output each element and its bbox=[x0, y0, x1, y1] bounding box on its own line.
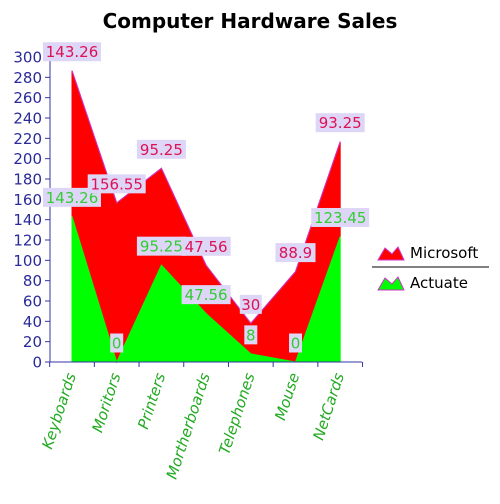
data-label-bg bbox=[136, 236, 186, 256]
plot-areas bbox=[71, 70, 341, 364]
data-label-text: 95.25 bbox=[140, 238, 183, 256]
data-label-actuate: 0 bbox=[289, 333, 302, 353]
data-label-microsoft: 93.25 bbox=[315, 113, 365, 133]
y-tick-label: 260 bbox=[13, 89, 42, 107]
legend-item-microsoft: Microsoft bbox=[377, 244, 478, 262]
data-label-actuate: 8 bbox=[244, 325, 258, 345]
data-label-text: 47.56 bbox=[185, 286, 228, 304]
x-category-label: Keyboards bbox=[38, 371, 80, 452]
data-label-bg bbox=[311, 207, 370, 227]
chart-title: Computer Hardware Sales bbox=[103, 9, 398, 33]
y-tick-label: 80 bbox=[23, 272, 42, 290]
series-area-actuate bbox=[71, 216, 341, 364]
data-label-bg bbox=[289, 333, 302, 353]
y-tick-label: 0 bbox=[32, 354, 42, 372]
y-tick-label: 200 bbox=[13, 150, 42, 168]
data-label-bg bbox=[110, 333, 124, 353]
data-label-text: 8 bbox=[246, 326, 256, 344]
data-label-text: 95.25 bbox=[140, 141, 183, 159]
data-label-text: 93.25 bbox=[319, 114, 362, 132]
y-tick-label: 100 bbox=[13, 252, 42, 270]
data-label-text: 123.45 bbox=[314, 209, 367, 227]
legend: Microsoft Actuate bbox=[372, 244, 489, 292]
data-label-bg bbox=[181, 285, 231, 305]
legend-label: Microsoft bbox=[410, 244, 478, 262]
data-label-actuate: 0 bbox=[110, 333, 124, 353]
data-label-microsoft: 30 bbox=[239, 294, 262, 314]
x-category-label: Mortherboards bbox=[163, 371, 214, 482]
data-label-microsoft: 88.9 bbox=[275, 243, 316, 263]
y-tick-label: 160 bbox=[13, 191, 42, 209]
data-label-bg bbox=[43, 42, 101, 62]
data-label-actuate: 95.25 bbox=[136, 236, 186, 256]
data-label-actuate: 123.45 bbox=[311, 207, 370, 227]
y-tick-label: 140 bbox=[13, 211, 42, 229]
data-label-microsoft: 143.26 bbox=[43, 42, 101, 62]
y-tick-label: 20 bbox=[23, 333, 42, 351]
data-label-bg bbox=[315, 113, 365, 133]
data-label-actuate: 143.26 bbox=[43, 187, 101, 207]
data-label-bg bbox=[43, 187, 101, 207]
y-tick-label: 120 bbox=[13, 232, 42, 250]
y-tick-label: 40 bbox=[23, 313, 42, 331]
y-tick-label: 220 bbox=[13, 130, 42, 148]
data-label-text: 143.26 bbox=[46, 189, 99, 207]
data-label-bg bbox=[239, 294, 262, 314]
legend-item-actuate: Actuate bbox=[377, 274, 468, 292]
series-line-microsoft bbox=[71, 70, 341, 325]
data-label-bg bbox=[244, 325, 258, 345]
x-category-label: NetCards bbox=[309, 370, 348, 442]
data-label-text: 156.55 bbox=[90, 175, 143, 193]
data-label-text: 88.9 bbox=[279, 244, 312, 262]
data-label-text: 0 bbox=[291, 335, 301, 353]
legend-swatch bbox=[377, 276, 405, 291]
data-label-microsoft: 47.56 bbox=[181, 236, 231, 256]
data-label-bg bbox=[275, 243, 316, 263]
y-tick-label: 240 bbox=[13, 110, 42, 128]
y-tick-label: 300 bbox=[13, 49, 42, 67]
x-category-label: Moritors bbox=[88, 371, 124, 435]
legend-label: Actuate bbox=[410, 274, 468, 292]
x-category-label: Printers bbox=[134, 371, 169, 432]
data-label-text: 30 bbox=[241, 296, 260, 314]
data-label-actuate: 47.56 bbox=[181, 285, 231, 305]
y-tick-label: 280 bbox=[13, 69, 42, 87]
data-label-bg bbox=[87, 174, 146, 194]
x-category-label: Telephones bbox=[215, 371, 258, 457]
data-label-bg bbox=[136, 139, 186, 159]
data-label-text: 143.26 bbox=[46, 43, 99, 61]
data-label-text: 47.56 bbox=[185, 238, 228, 256]
data-label-microsoft: 95.25 bbox=[136, 139, 186, 159]
y-tick-label: 60 bbox=[23, 293, 42, 311]
legend-swatch bbox=[377, 246, 405, 261]
data-label-microsoft: 156.55 bbox=[87, 174, 146, 194]
data-label-text: 0 bbox=[112, 335, 122, 353]
data-label-bg bbox=[181, 236, 231, 256]
x-category-label: Mouse bbox=[271, 371, 303, 423]
y-tick-label: 180 bbox=[13, 171, 42, 189]
